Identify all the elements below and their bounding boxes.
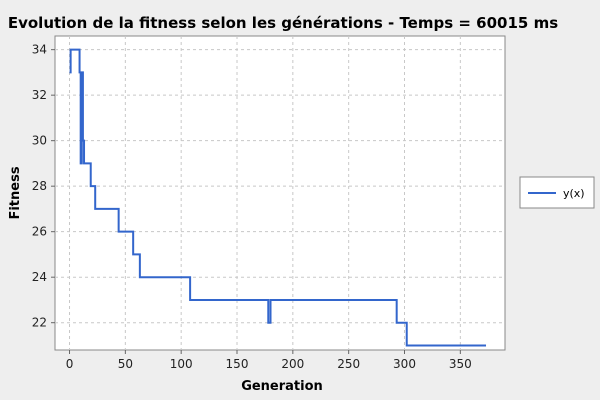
x-tick-label: 350 xyxy=(449,357,472,371)
y-tick-label: 30 xyxy=(32,134,47,148)
x-tick-label: 250 xyxy=(337,357,360,371)
y-tick-label: 22 xyxy=(32,316,47,330)
plot-area xyxy=(54,35,506,351)
x-tick-label: 200 xyxy=(281,357,304,371)
grid xyxy=(55,36,505,350)
y-tick-label: 26 xyxy=(32,225,47,239)
x-tick-label: 0 xyxy=(66,357,74,371)
y-tick-label: 24 xyxy=(32,270,47,284)
x-tick-label: 50 xyxy=(118,357,133,371)
x-tick-label: 100 xyxy=(170,357,193,371)
legend-entry-label: y(x) xyxy=(563,187,585,200)
x-axis-label: Generation xyxy=(241,379,323,394)
axis-ticks: 0 50 100 150 200 250 300 350 22 24 26 28 30 32 34 xyxy=(32,43,472,371)
series-layer xyxy=(69,48,487,347)
legend: y(x) xyxy=(519,176,595,209)
y-tick-label: 28 xyxy=(32,179,47,193)
y-tick-label: 34 xyxy=(32,43,47,57)
x-tick-label: 300 xyxy=(393,357,416,371)
series-line-0 xyxy=(69,48,487,347)
y-tick-label: 32 xyxy=(32,88,47,102)
y-axis-label: Fitness xyxy=(8,166,23,219)
chart-title: Evolution de la fitness selon les généra… xyxy=(8,14,558,32)
x-tick-label: 150 xyxy=(226,357,249,371)
